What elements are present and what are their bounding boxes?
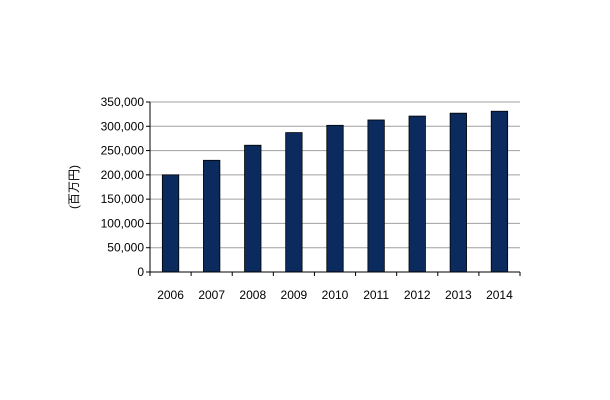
bar-2010 [326, 124, 344, 273]
x-tick-label: 2011 [363, 288, 389, 302]
y-tick-label: 100,000 [101, 216, 145, 230]
x-tick-label: 2009 [281, 288, 308, 302]
bar-2011 [367, 119, 385, 273]
x-tick-label: 2008 [239, 288, 266, 302]
bar-2014 [490, 110, 509, 273]
bar-2008 [244, 144, 262, 273]
x-tick-label: 2014 [486, 288, 513, 302]
y-tick-label: 250,000 [101, 144, 145, 158]
y-axis-label: (百万円) [67, 165, 81, 209]
x-tick-label: 2010 [322, 288, 349, 302]
y-tick-label: 200,000 [101, 168, 145, 182]
bar-2009 [285, 132, 303, 273]
y-tick-label: 300,000 [101, 119, 145, 133]
bar-2007 [203, 159, 221, 273]
x-tick-label: 2013 [445, 288, 472, 302]
y-tick-labels: 0 50,000 100,000 150,000 200,000 250,000 300,0… [101, 95, 145, 279]
y-tick-label: 350,000 [101, 95, 145, 109]
x-tick-label: 2006 [157, 288, 184, 302]
y-tick-label: 50,000 [107, 241, 144, 255]
y-tick-label: 0 [137, 265, 144, 279]
x-tick-label: 2012 [404, 288, 431, 302]
bar-2013 [449, 112, 467, 273]
x-tick-labels: 2006 2007 2008 2009 2010 2011 2012 2013 2014 [149, 272, 521, 302]
bar-2006 [161, 174, 180, 273]
bars [161, 110, 509, 273]
bar-2012 [408, 115, 426, 273]
x-tick-label: 2007 [198, 288, 225, 302]
y-tick-label: 150,000 [101, 192, 145, 206]
